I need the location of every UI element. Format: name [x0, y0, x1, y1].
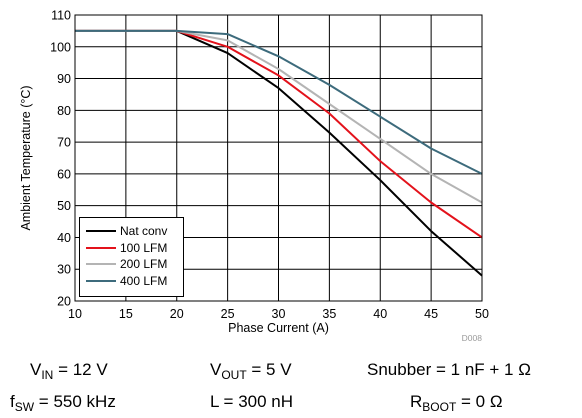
legend-label: 200 LFM: [120, 257, 168, 272]
y-tick-label: 70: [57, 136, 71, 150]
x-tick-label: 50: [475, 307, 489, 321]
legend-swatch: [86, 230, 116, 233]
condition-fsw: fSW = 550 kHz: [10, 392, 116, 414]
x-tick-label: 45: [424, 307, 438, 321]
legend-item: 200 LFM: [86, 256, 183, 273]
legend: Nat conv 100 LFM 200 LFM 400 LFM: [79, 217, 184, 297]
y-axis-label: Ambient Temperature (°C): [19, 85, 33, 230]
legend-item: Nat conv: [86, 223, 183, 240]
series-line-200-lfm: [75, 29, 483, 204]
series-line-nat-conv: [75, 29, 483, 277]
condition-rboot: RBOOT = 0 Ω: [410, 392, 503, 414]
x-axis-label: Phase Current (A): [228, 321, 329, 335]
legend-item: 400 LFM: [86, 273, 183, 290]
y-tick-label: 100: [50, 40, 71, 54]
condition-vout: VOUT = 5 V: [210, 360, 292, 382]
tick-labels: 10 15 20 25 30 35 40 45 50 20 30 40 50 60 70 80 90 100 110: [50, 9, 489, 322]
x-tick-label: 40: [373, 307, 387, 321]
y-tick-label: 60: [57, 167, 71, 181]
series-line-400-lfm: [75, 29, 483, 175]
y-tick-label: 40: [57, 231, 71, 245]
x-tick-label: 20: [170, 307, 184, 321]
legend-label: 400 LFM: [120, 273, 168, 288]
legend-label: Nat conv: [120, 224, 168, 239]
y-tick-label: 80: [57, 104, 71, 118]
y-tick-label: 20: [57, 295, 71, 309]
x-tick-label: 30: [272, 307, 286, 321]
legend-label: 100 LFM: [120, 240, 168, 255]
y-tick-label: 30: [57, 263, 71, 277]
y-tick-label: 90: [57, 72, 71, 86]
legend-item: 100 LFM: [86, 240, 183, 257]
series-lines: [75, 29, 483, 277]
x-tick-label: 35: [322, 307, 336, 321]
y-tick-label: 110: [51, 9, 71, 23]
series-line-100-lfm: [75, 29, 483, 239]
y-tick-label: 50: [57, 199, 71, 213]
x-tick-label: 15: [119, 307, 133, 321]
x-tick-label: 10: [68, 307, 82, 321]
legend-swatch: [86, 263, 116, 266]
x-tick-label: 25: [221, 307, 235, 321]
condition-inductor: L = 300 nH: [210, 392, 294, 411]
plot-frame: [74, 14, 483, 302]
figure-id: D008: [462, 333, 483, 343]
legend-swatch: [86, 246, 116, 249]
condition-snubber: Snubber = 1 nF + 1 Ω: [367, 360, 531, 379]
legend-swatch: [86, 279, 116, 282]
condition-vin: VIN = 12 V: [30, 360, 108, 382]
